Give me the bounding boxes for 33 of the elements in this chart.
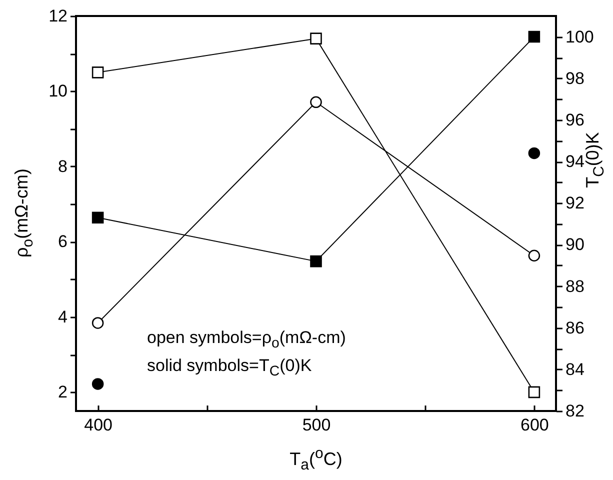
y2-tick-label: 82: [566, 402, 584, 420]
point: [310, 96, 322, 108]
y2-tick-label: 92: [566, 194, 584, 213]
y-tick-label: 4: [58, 307, 68, 326]
x-tick-label: 500: [302, 416, 331, 434]
point: [528, 147, 540, 160]
y-tick-label: 10: [48, 82, 68, 101]
y-tick-label: 12: [48, 6, 68, 26]
y2-tick-label: 98: [566, 68, 584, 88]
y2-tick-label: 100: [566, 27, 594, 46]
annotation: open symbols=ρ$_{o}$(mΩ-cm): [147, 328, 346, 352]
y2-tick-label: 86: [566, 318, 584, 338]
point: [310, 255, 322, 268]
point: [92, 378, 104, 390]
point: [528, 250, 540, 262]
y2-tick-label: 96: [566, 110, 584, 130]
point: [528, 30, 540, 43]
y2-tick-label: 88: [566, 276, 584, 296]
point: [92, 317, 104, 329]
y-tick-label: 6: [58, 232, 68, 252]
x-axis-title: T$_{a}$($^{o}$C): [290, 445, 342, 474]
annotation: solid symbols=T$_{C}$(0)K: [147, 356, 312, 380]
y-tick-label: 8: [58, 156, 68, 176]
point: [310, 32, 322, 44]
x-tick-label: 400: [84, 416, 113, 434]
point: [92, 212, 104, 224]
point: [92, 66, 104, 78]
y2-tick-label: 90: [566, 235, 584, 254]
point: [528, 386, 540, 398]
y2-tick-label: 84: [566, 360, 584, 379]
y2-tick-label: 94: [566, 152, 584, 172]
y-tick-label: 2: [58, 382, 68, 402]
x-tick-label: 600: [520, 416, 549, 434]
